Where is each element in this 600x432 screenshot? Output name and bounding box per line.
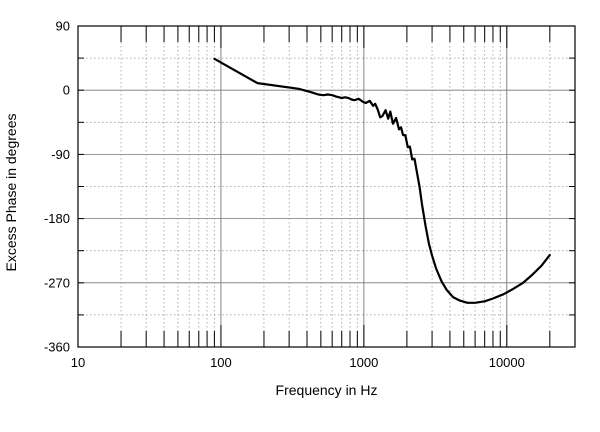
y-tick-label: -180	[44, 211, 70, 226]
x-axis-label: Frequency in Hz	[276, 382, 378, 398]
y-tick-label: -360	[44, 340, 70, 355]
grid-lines	[77, 25, 576, 348]
x-tick-label: 10	[71, 355, 85, 370]
tick-marks	[77, 25, 576, 348]
y-axis-label: Excess Phase in degrees	[3, 114, 19, 272]
phase-series-line	[213, 57, 551, 304]
y-tick-label: -90	[51, 147, 70, 162]
y-tick-label: 0	[63, 83, 70, 98]
y-tick-label: -270	[44, 275, 70, 290]
x-tick-label: 10000	[489, 355, 525, 370]
series-layer	[213, 57, 551, 304]
x-tick-label: 1000	[349, 355, 378, 370]
plot-frame	[77, 25, 576, 348]
x-tick-label: 100	[210, 355, 232, 370]
y-tick-label: 90	[56, 19, 70, 34]
